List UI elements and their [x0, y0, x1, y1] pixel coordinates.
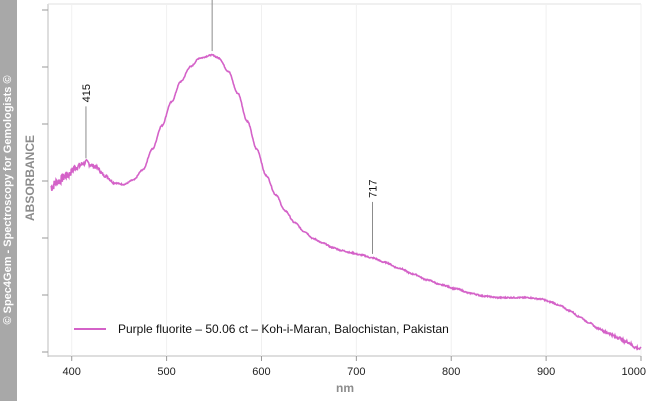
- peak-label: 415: [81, 84, 93, 102]
- x-tick-label: 400: [63, 366, 81, 378]
- legend: Purple fluorite – 50.06 ct – Koh-i-Maran…: [74, 322, 449, 336]
- annotation-layer: 415548717: [81, 0, 379, 254]
- x-tick-label: 900: [537, 366, 555, 378]
- peak-label: 717: [367, 180, 379, 198]
- watermark-banner: © Spec4Gem - Spectroscopy for Gemologist…: [0, 0, 17, 401]
- x-tick-label: 1000: [622, 366, 646, 378]
- x-tick-label: 500: [157, 366, 175, 378]
- x-tick-label: 800: [442, 366, 460, 378]
- y-axis-title: ABSORBANCE: [23, 135, 37, 221]
- legend-label: Purple fluorite – 50.06 ct – Koh-i-Maran…: [118, 322, 449, 336]
- plot-frame: [47, 3, 642, 357]
- x-axis-ticks: 400 500 600 700 800 900 1000: [63, 4, 646, 378]
- x-tick-label: 600: [252, 366, 270, 378]
- y-axis-ticks: [42, 9, 48, 353]
- x-axis-title: nm: [336, 381, 354, 395]
- x-tick-label: 700: [347, 366, 365, 378]
- series-line: [50, 53, 642, 351]
- series-layer: [50, 53, 642, 351]
